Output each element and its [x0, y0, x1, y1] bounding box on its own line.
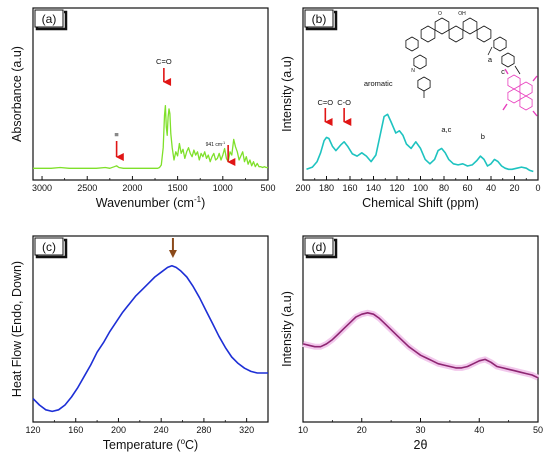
x-tick-label: 160 — [342, 183, 357, 193]
x-tick-label: 500 — [260, 183, 275, 193]
x-tick-label: 1000 — [213, 183, 233, 193]
annotation-triple-bond: ≡ — [114, 130, 119, 139]
chemical-structure: O OH Nac — [405, 11, 538, 117]
annotation-ac: a,c — [441, 125, 451, 134]
panel-label: (c) — [34, 237, 68, 259]
x-axis-label: Wavenumber (cm-1) — [96, 195, 205, 210]
x-tick-label: 10 — [298, 425, 308, 435]
series-line — [302, 312, 539, 379]
series-line — [306, 113, 534, 173]
x-tick-label: 120 — [389, 183, 404, 193]
plot-frame — [32, 235, 269, 423]
x-tick-label: 240 — [154, 425, 169, 435]
panel-letter: (d) — [312, 240, 327, 254]
label-c: c — [501, 67, 505, 76]
x-axis-label: 2θ — [414, 438, 428, 452]
peak-arrow-head — [168, 250, 177, 258]
x-tick-label: 160 — [68, 425, 83, 435]
atom-n: N — [411, 68, 415, 74]
annotation-941: 941 cm-1 — [206, 141, 226, 148]
x-axis-label: Chemical Shift (ppm) — [362, 196, 479, 210]
x-tick-label: 20 — [509, 183, 519, 193]
plot-frame — [32, 7, 269, 181]
annotation-aromatic: aromatic — [364, 79, 393, 88]
x-tick-label: 200 — [111, 425, 126, 435]
y-axis-label: Intensity (a.u) — [280, 291, 294, 367]
x-tick-label: 120 — [25, 425, 40, 435]
x-tick-label: 2500 — [77, 183, 97, 193]
x-tick-label: 320 — [239, 425, 254, 435]
panel-c: 120 160 200 240 280 320 Temperature (oC) Heat F… — [10, 235, 269, 452]
y-axis-label: Absorbance (a.u) — [10, 46, 24, 142]
annotation-c-o: C-O — [337, 98, 351, 107]
series-line — [32, 265, 268, 413]
panel-label: (d) — [304, 237, 338, 259]
x-tick-label: 1500 — [168, 183, 188, 193]
plot-frame — [302, 235, 539, 423]
y-axis-label: Heat Flow (Endo, Down) — [10, 261, 24, 397]
x-tick-label: 100 — [413, 183, 428, 193]
y-axis-label: Intensity (a.u) — [280, 56, 294, 132]
atom-o: O — [438, 11, 442, 17]
annotation-co: C=O — [318, 98, 334, 107]
x-tick-label: 200 — [295, 183, 310, 193]
x-tick-label: 180 — [319, 183, 334, 193]
x-tick-label: 2000 — [122, 183, 142, 193]
x-tick-label: 280 — [196, 425, 211, 435]
panel-letter: (c) — [42, 240, 56, 254]
x-tick-label: 3000 — [32, 183, 52, 193]
panel-d: 10 20 30 40 50 2θ Intensity (a.u) (d) — [280, 235, 543, 452]
panel-label: (b) — [304, 9, 338, 31]
x-tick-label: 20 — [357, 425, 367, 435]
x-tick-label: 40 — [486, 183, 496, 193]
x-tick-label: 80 — [439, 183, 449, 193]
x-tick-label: 60 — [462, 183, 472, 193]
x-tick-label: 0 — [535, 183, 540, 193]
annotation-b: b — [481, 132, 485, 141]
x-tick-label: 140 — [366, 183, 381, 193]
annotation-co: C=O — [156, 57, 172, 66]
plot-frame — [302, 7, 539, 181]
x-tick-label: 30 — [415, 425, 425, 435]
x-tick-label: 40 — [474, 425, 484, 435]
panel-letter: (b) — [312, 12, 327, 26]
x-axis-label: Temperature (oC) — [103, 437, 198, 452]
series-line — [33, 104, 268, 169]
x-tick-label: 50 — [533, 425, 543, 435]
atom-oh: OH — [458, 11, 466, 17]
panel-letter: (a) — [42, 12, 57, 26]
panel-label: (a) — [34, 9, 68, 31]
label-a: a — [488, 55, 493, 64]
panel-a: 3000 2500 2000 1500 1000 500 Wavenumber (cm-1)… — [10, 7, 276, 210]
